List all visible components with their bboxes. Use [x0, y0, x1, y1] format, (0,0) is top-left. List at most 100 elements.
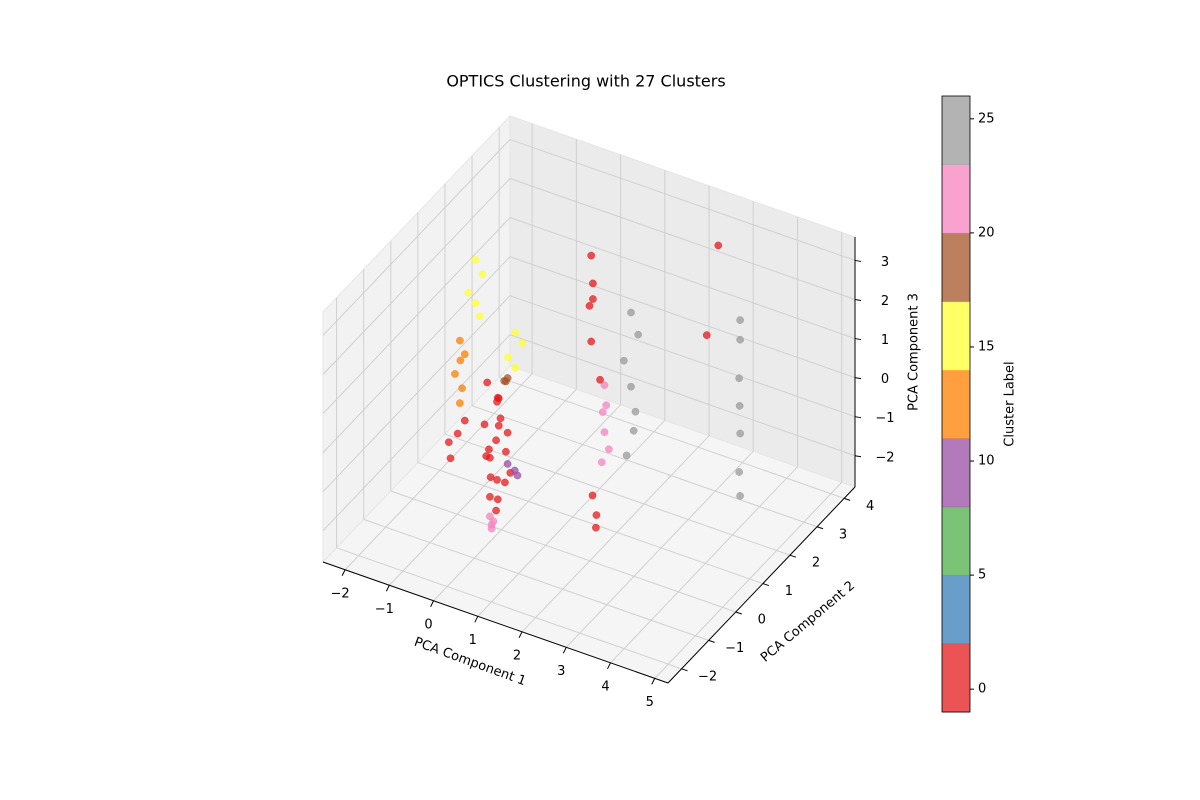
point	[482, 452, 491, 460]
y-tick-label: 4	[866, 499, 874, 514]
z-tick-label: −1	[875, 411, 894, 426]
tick-mark	[518, 631, 523, 639]
tick-mark	[816, 526, 824, 530]
grid-line	[322, 178, 511, 375]
colorbar-segment	[942, 369, 970, 439]
grid-line	[565, 450, 754, 648]
x-tick-label: −1	[375, 602, 394, 617]
point	[605, 445, 613, 454]
tick-mark	[735, 611, 742, 615]
tick-mark	[854, 416, 862, 419]
point	[511, 363, 520, 372]
tick-mark	[844, 497, 851, 501]
grid-line	[471, 405, 818, 528]
colorbar: 0 5 10 15 20 25	[941, 95, 995, 713]
point	[511, 328, 520, 337]
point	[631, 407, 640, 416]
chart-title: OPTICS Clustering with 27 Clusters	[446, 72, 725, 91]
grid-line	[388, 388, 577, 586]
colorbar-segment	[942, 164, 970, 234]
point	[501, 478, 509, 487]
z-tick-label: 3	[881, 255, 889, 270]
point	[493, 495, 502, 504]
point	[702, 331, 711, 339]
y-tick-label: 0	[758, 612, 766, 627]
point	[504, 353, 512, 362]
grid-line	[509, 256, 856, 379]
point	[460, 350, 469, 359]
tick-mark	[854, 338, 862, 341]
point	[444, 438, 453, 447]
point	[518, 339, 527, 347]
point	[587, 251, 596, 260]
y-tick-label: 1	[785, 584, 793, 599]
point	[483, 378, 492, 387]
point	[458, 384, 466, 393]
point	[446, 454, 455, 463]
grid-line	[322, 334, 511, 532]
x-tick-label: 5	[646, 695, 654, 710]
z-axis-label: PCA Component 3	[907, 293, 922, 411]
x-tick-label: 2	[513, 648, 521, 663]
grid-line	[509, 217, 856, 340]
point	[596, 375, 604, 384]
point	[513, 471, 522, 480]
z-tick-label: −2	[875, 450, 894, 465]
point	[493, 393, 502, 402]
point	[486, 492, 494, 501]
point	[634, 330, 642, 339]
z-tick-label: 0	[881, 372, 889, 387]
tick-mark	[562, 647, 567, 654]
tick-mark	[651, 678, 656, 685]
colorbar-tick-label: 10	[978, 454, 995, 469]
y-tick-label: 2	[812, 556, 820, 571]
point	[478, 270, 487, 279]
point	[492, 436, 500, 445]
point	[493, 476, 501, 484]
colorbar-tick-label: 25	[978, 111, 995, 126]
colorbar-label: Cluster Label	[1003, 361, 1018, 446]
point	[629, 426, 638, 435]
grid-line	[390, 490, 736, 613]
colorbar-tick-label: 5	[978, 568, 986, 583]
point	[735, 468, 744, 476]
point	[464, 288, 473, 297]
point	[456, 336, 464, 345]
colorbar-segment	[942, 96, 970, 165]
point	[471, 299, 480, 307]
point	[622, 451, 631, 460]
colorbar-segment	[942, 506, 970, 576]
colorbar-tick-label: 0	[978, 682, 986, 697]
colorbar-frame	[941, 95, 971, 713]
z-tick-label: 2	[881, 294, 889, 309]
point	[627, 308, 635, 317]
grid-line	[509, 334, 856, 457]
point	[456, 399, 464, 407]
point	[735, 374, 744, 383]
colorbar-segment	[942, 232, 970, 302]
point	[485, 445, 493, 454]
grid-line	[654, 482, 843, 679]
grid-line	[417, 462, 764, 585]
point	[502, 447, 510, 456]
tick-mark	[607, 662, 611, 670]
y-tick-label: −1	[725, 641, 744, 656]
point	[471, 256, 480, 264]
points	[444, 241, 745, 533]
point	[487, 520, 496, 529]
point	[480, 420, 489, 429]
point	[736, 335, 745, 344]
point	[500, 377, 509, 385]
point	[600, 381, 609, 390]
x-tick-label: −2	[331, 586, 350, 601]
point	[736, 316, 744, 324]
grid-line	[433, 404, 621, 602]
point	[486, 473, 495, 482]
grid-line	[363, 518, 709, 641]
grid-line	[610, 466, 798, 664]
grid-line	[477, 419, 666, 617]
point	[456, 356, 465, 365]
point	[592, 523, 600, 532]
x-tick-label: 1	[469, 633, 477, 648]
